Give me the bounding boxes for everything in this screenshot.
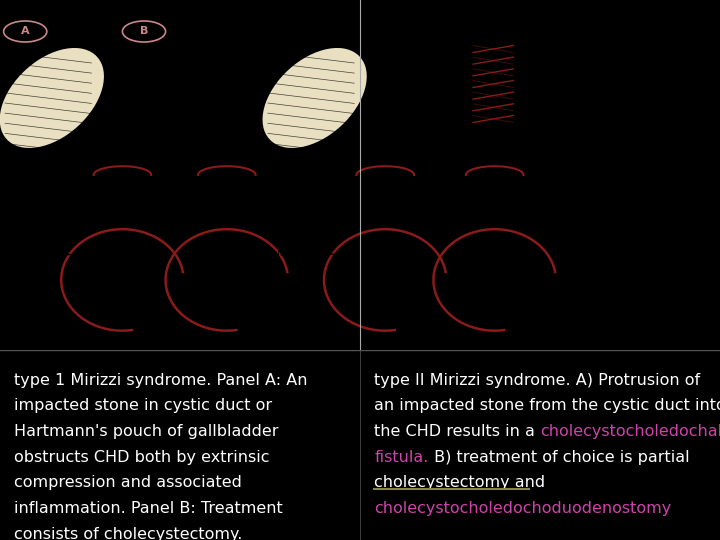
Text: consists of cholecystectomy.: consists of cholecystectomy. bbox=[14, 526, 243, 540]
Text: inflammation. Panel B: Treatment: inflammation. Panel B: Treatment bbox=[14, 501, 283, 516]
Text: Duocenum: Duocenum bbox=[424, 185, 477, 214]
Text: impacted stone in cystic duct or: impacted stone in cystic duct or bbox=[14, 399, 273, 414]
Text: Hartmann's pouch of gallbladder: Hartmann's pouch of gallbladder bbox=[14, 424, 279, 439]
Text: an impacted stone from the cystic duct into: an impacted stone from the cystic duct i… bbox=[374, 399, 720, 414]
Text: obstructs CHD both by extrinsic: obstructs CHD both by extrinsic bbox=[14, 450, 270, 465]
Text: type II Mirizzi syndrome. A) Protrusion of: type II Mirizzi syndrome. A) Protrusion … bbox=[374, 373, 701, 388]
Text: B) treatment of choice is partial: B) treatment of choice is partial bbox=[429, 450, 690, 465]
Ellipse shape bbox=[261, 47, 368, 149]
Text: cholecystocholedochoduodenostomy: cholecystocholedochoduodenostomy bbox=[374, 501, 672, 516]
Text: the CHD results in a: the CHD results in a bbox=[374, 424, 541, 439]
Text: Common
bile duct: Common bile duct bbox=[4, 249, 95, 268]
Text: Common
hepatic duct: Common hepatic duct bbox=[127, 62, 203, 93]
Text: Common
bile duct: Common bile duct bbox=[248, 249, 358, 268]
Text: B: B bbox=[140, 26, 148, 37]
Text: cholecystectomy and: cholecystectomy and bbox=[374, 475, 546, 490]
Text: A: A bbox=[367, 18, 374, 28]
Ellipse shape bbox=[0, 47, 105, 149]
Text: fistula.: fistula. bbox=[374, 450, 429, 465]
Text: type 1 Mirizzi syndrome. Panel A: An: type 1 Mirizzi syndrome. Panel A: An bbox=[14, 373, 308, 388]
Text: compression and associated: compression and associated bbox=[14, 475, 242, 490]
Text: Common
hepatic cuct: Common hepatic cuct bbox=[390, 62, 465, 93]
Text: B: B bbox=[562, 18, 569, 28]
Text: A: A bbox=[21, 26, 30, 37]
Text: cholecystocholedochal: cholecystocholedochal bbox=[541, 424, 720, 439]
